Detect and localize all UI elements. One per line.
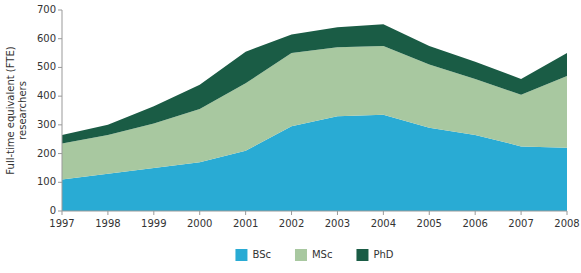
legend-label: MSc (312, 249, 332, 260)
x-tick-label: 2006 (462, 218, 487, 229)
y-tick-label: 700 (37, 4, 56, 15)
x-tick-label: 2002 (279, 218, 304, 229)
legend-item: MSc (295, 249, 332, 261)
y-axis-label-line: researchers (17, 81, 28, 140)
x-tick-label: 2001 (233, 218, 258, 229)
x-tick (567, 211, 568, 215)
legend: BSc MSc PhD (235, 249, 393, 261)
chart-svg: 0 100 200 300 400 500 600 700 1997 1998 1999 2000 20… (0, 0, 581, 273)
x-tick (383, 211, 384, 215)
y-tick (58, 124, 62, 125)
y-tick-label: 100 (37, 176, 56, 187)
x-tick-label: 2008 (554, 218, 579, 229)
y-tick (58, 153, 62, 154)
x-tick (475, 211, 476, 215)
area-phd (62, 24, 567, 143)
y-tick-label: 500 (37, 61, 56, 72)
y-tick (58, 10, 62, 11)
y-tick-label: 600 (37, 33, 56, 44)
x-tick (245, 211, 246, 215)
legend-swatch (356, 249, 368, 261)
x-tick (429, 211, 430, 215)
legend-label: PhD (373, 249, 393, 260)
area-msc (62, 46, 567, 180)
x-tick-label: 1997 (49, 218, 74, 229)
x-tick-label: 1999 (141, 218, 166, 229)
x-tick-label: 2007 (508, 218, 533, 229)
x-tick (291, 211, 292, 215)
x-tick (62, 211, 63, 215)
x-tick-label: 2003 (325, 218, 350, 229)
y-tick-label: 200 (37, 148, 56, 159)
y-tick-label: 0 (50, 205, 56, 216)
x-tick (337, 211, 338, 215)
x-tick (521, 211, 522, 215)
y-tick (58, 96, 62, 97)
x-axis-line (62, 211, 567, 212)
y-axis-label-line: Full-time equivalent (FTE) (5, 46, 16, 174)
x-tick-label: 1998 (95, 218, 120, 229)
x-tick (199, 211, 200, 215)
x-tick-label: 2004 (371, 218, 396, 229)
legend-swatch (235, 249, 247, 261)
chart-container: 0 100 200 300 400 500 600 700 1997 1998 1999 2000 20… (0, 0, 581, 273)
y-tick (58, 211, 62, 212)
x-tick-label: 2000 (187, 218, 212, 229)
x-tick-label: 2005 (417, 218, 442, 229)
y-tick (58, 38, 62, 39)
y-tick (58, 182, 62, 183)
y-tick-label: 300 (37, 119, 56, 130)
y-axis-label: Full-time equivalent (FTE)researchers (5, 46, 28, 174)
legend-swatch (295, 249, 307, 261)
x-tick (153, 211, 154, 215)
legend-item: PhD (356, 249, 393, 261)
y-tick (58, 67, 62, 68)
areas (62, 24, 567, 211)
legend-item: BSc (235, 249, 271, 261)
y-axis-line (62, 10, 63, 211)
x-tick (107, 211, 108, 215)
y-tick-label: 400 (37, 90, 56, 101)
legend-label: BSc (252, 249, 271, 260)
